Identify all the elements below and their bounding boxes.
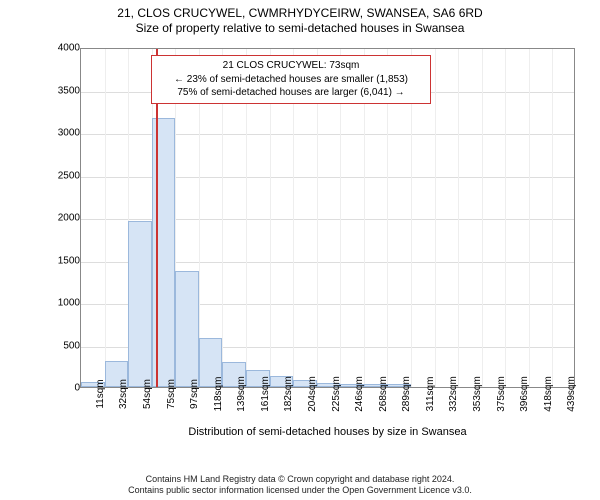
ytick-label: 1000 [44,298,80,309]
xtick-label: 182sqm [283,376,294,412]
ytick-label: 3500 [44,85,80,96]
gridline-v [529,49,530,387]
page-title-line1: 21, CLOS CRUCYWEL, CWMRHYDYCEIRW, SWANSE… [0,6,600,20]
xtick-label: 332sqm [448,376,459,412]
ytick-label: 500 [44,340,80,351]
xtick-label: 396sqm [519,376,530,412]
ytick-label: 1500 [44,255,80,266]
xtick-label: 353sqm [472,376,483,412]
xtick-label: 11sqm [95,379,106,408]
gridline-v [482,49,483,387]
xtick-label: 439sqm [566,376,577,412]
xtick-label: 75sqm [166,379,177,409]
ytick-label: 4000 [44,43,80,54]
histogram-bar [175,271,199,387]
attribution-footer: Contains HM Land Registry data © Crown c… [0,474,600,497]
infobox-line3: 75% of semi-detached houses are larger (… [158,86,424,100]
ytick-label: 2000 [44,213,80,224]
gridline-v [505,49,506,387]
xtick-label: 225sqm [331,376,342,412]
xtick-label: 418sqm [543,376,554,412]
xtick-label: 139sqm [236,376,247,412]
histogram-chart: Number of semi-detached properties 21 CL… [60,48,580,428]
gridline-v [458,49,459,387]
gridline-v [435,49,436,387]
gridline-v [552,49,553,387]
xtick-label: 161sqm [260,376,271,412]
histogram-bar [152,118,176,387]
xtick-label: 311sqm [425,377,436,412]
xtick-label: 204sqm [307,376,318,412]
xtick-label: 246sqm [354,376,365,412]
x-axis-label: Distribution of semi-detached houses by … [80,426,575,438]
xtick-label: 97sqm [189,379,200,409]
ytick-label: 3000 [44,128,80,139]
marker-info-box: 21 CLOS CRUCYWEL: 73sqm ← 23% of semi-de… [151,55,431,104]
ytick-label: 2500 [44,170,80,181]
gridline-v [105,49,106,387]
xtick-label: 54sqm [142,379,153,409]
xtick-label: 375sqm [496,376,507,412]
page-title-line2: Size of property relative to semi-detach… [0,21,600,35]
infobox-line2: ← 23% of semi-detached houses are smalle… [158,73,424,87]
infobox-line1: 21 CLOS CRUCYWEL: 73sqm [158,59,424,73]
ytick-label: 0 [44,383,80,394]
footer-line1: Contains HM Land Registry data © Crown c… [0,474,600,485]
histogram-bar [128,221,152,387]
xtick-label: 268sqm [378,376,389,412]
xtick-label: 32sqm [118,379,129,409]
plot-area: 21 CLOS CRUCYWEL: 73sqm ← 23% of semi-de… [80,48,575,388]
xtick-label: 118sqm [213,377,224,412]
xtick-label: 289sqm [401,376,412,412]
footer-line2: Contains public sector information licen… [0,485,600,496]
